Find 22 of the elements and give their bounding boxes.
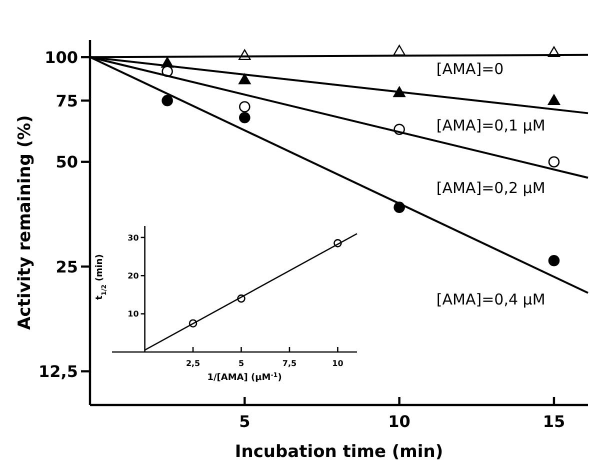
x-tick-label: 10: [388, 412, 410, 431]
y-tick-label: 30: [128, 233, 140, 242]
series-label: [AMA]=0: [436, 60, 504, 78]
x-tick-label: 15: [542, 412, 566, 431]
series-label: [AMA]=0,1 μM: [436, 116, 546, 134]
y-tick-label: 100: [44, 48, 78, 67]
series-label: [AMA]=0,2 μM: [436, 179, 546, 198]
y-tick-label: 50: [56, 152, 78, 172]
y-tick-label: 10: [128, 310, 140, 319]
x-tick-label: 10: [332, 359, 344, 368]
y-tick-label: 25: [56, 257, 78, 276]
x-axis-title: Incubation time (min): [234, 442, 444, 462]
x-tick-label: 5: [239, 412, 250, 431]
y-tick-label: 12,5: [38, 362, 78, 382]
x-tick-label: 5: [238, 359, 244, 368]
y-tick-label: 20: [128, 272, 140, 281]
y-tick-label: 75: [56, 91, 78, 110]
series-label: [AMA]=0,4 μM: [436, 290, 546, 309]
x-tick-label: 2,5: [186, 359, 201, 368]
y-axis-title: Activity remaining (%): [15, 115, 35, 330]
x-tick-label: 7,5: [282, 359, 297, 368]
x-axis-title: 1/[AMA] (μM$^{-1}$): [207, 372, 282, 383]
